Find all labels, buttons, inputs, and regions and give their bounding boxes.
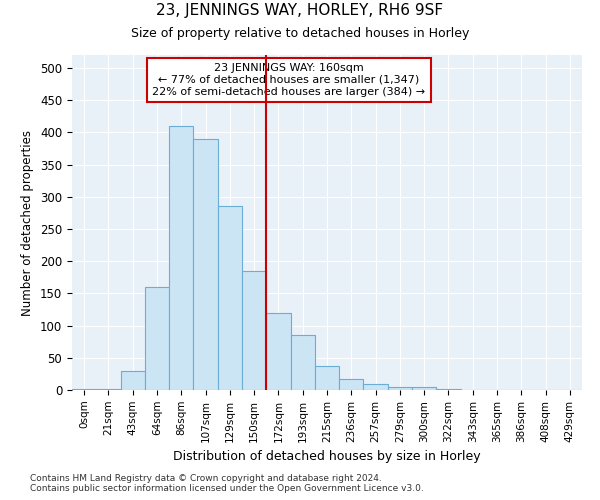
Bar: [193, 138, 218, 390]
Text: Contains HM Land Registry data © Crown copyright and database right 2024.: Contains HM Land Registry data © Crown c…: [30, 474, 382, 483]
Bar: [121, 370, 145, 390]
Text: 23 JENNINGS WAY: 160sqm
← 77% of detached houses are smaller (1,347)
22% of semi: 23 JENNINGS WAY: 160sqm ← 77% of detache…: [152, 64, 425, 96]
Bar: [364, 384, 388, 390]
Text: Size of property relative to detached houses in Horley: Size of property relative to detached ho…: [131, 28, 469, 40]
Bar: [290, 335, 315, 390]
Bar: [96, 388, 121, 390]
Text: 23, JENNINGS WAY, HORLEY, RH6 9SF: 23, JENNINGS WAY, HORLEY, RH6 9SF: [157, 3, 443, 18]
Text: Contains public sector information licensed under the Open Government Licence v3: Contains public sector information licen…: [30, 484, 424, 493]
Bar: [169, 126, 193, 390]
Bar: [145, 287, 169, 390]
Bar: [242, 271, 266, 390]
Bar: [218, 206, 242, 390]
Bar: [339, 379, 364, 390]
Bar: [412, 387, 436, 390]
Bar: [72, 388, 96, 390]
Y-axis label: Number of detached properties: Number of detached properties: [22, 130, 34, 316]
Bar: [315, 366, 339, 390]
Bar: [388, 387, 412, 390]
Bar: [266, 312, 290, 390]
X-axis label: Distribution of detached houses by size in Horley: Distribution of detached houses by size …: [173, 450, 481, 463]
